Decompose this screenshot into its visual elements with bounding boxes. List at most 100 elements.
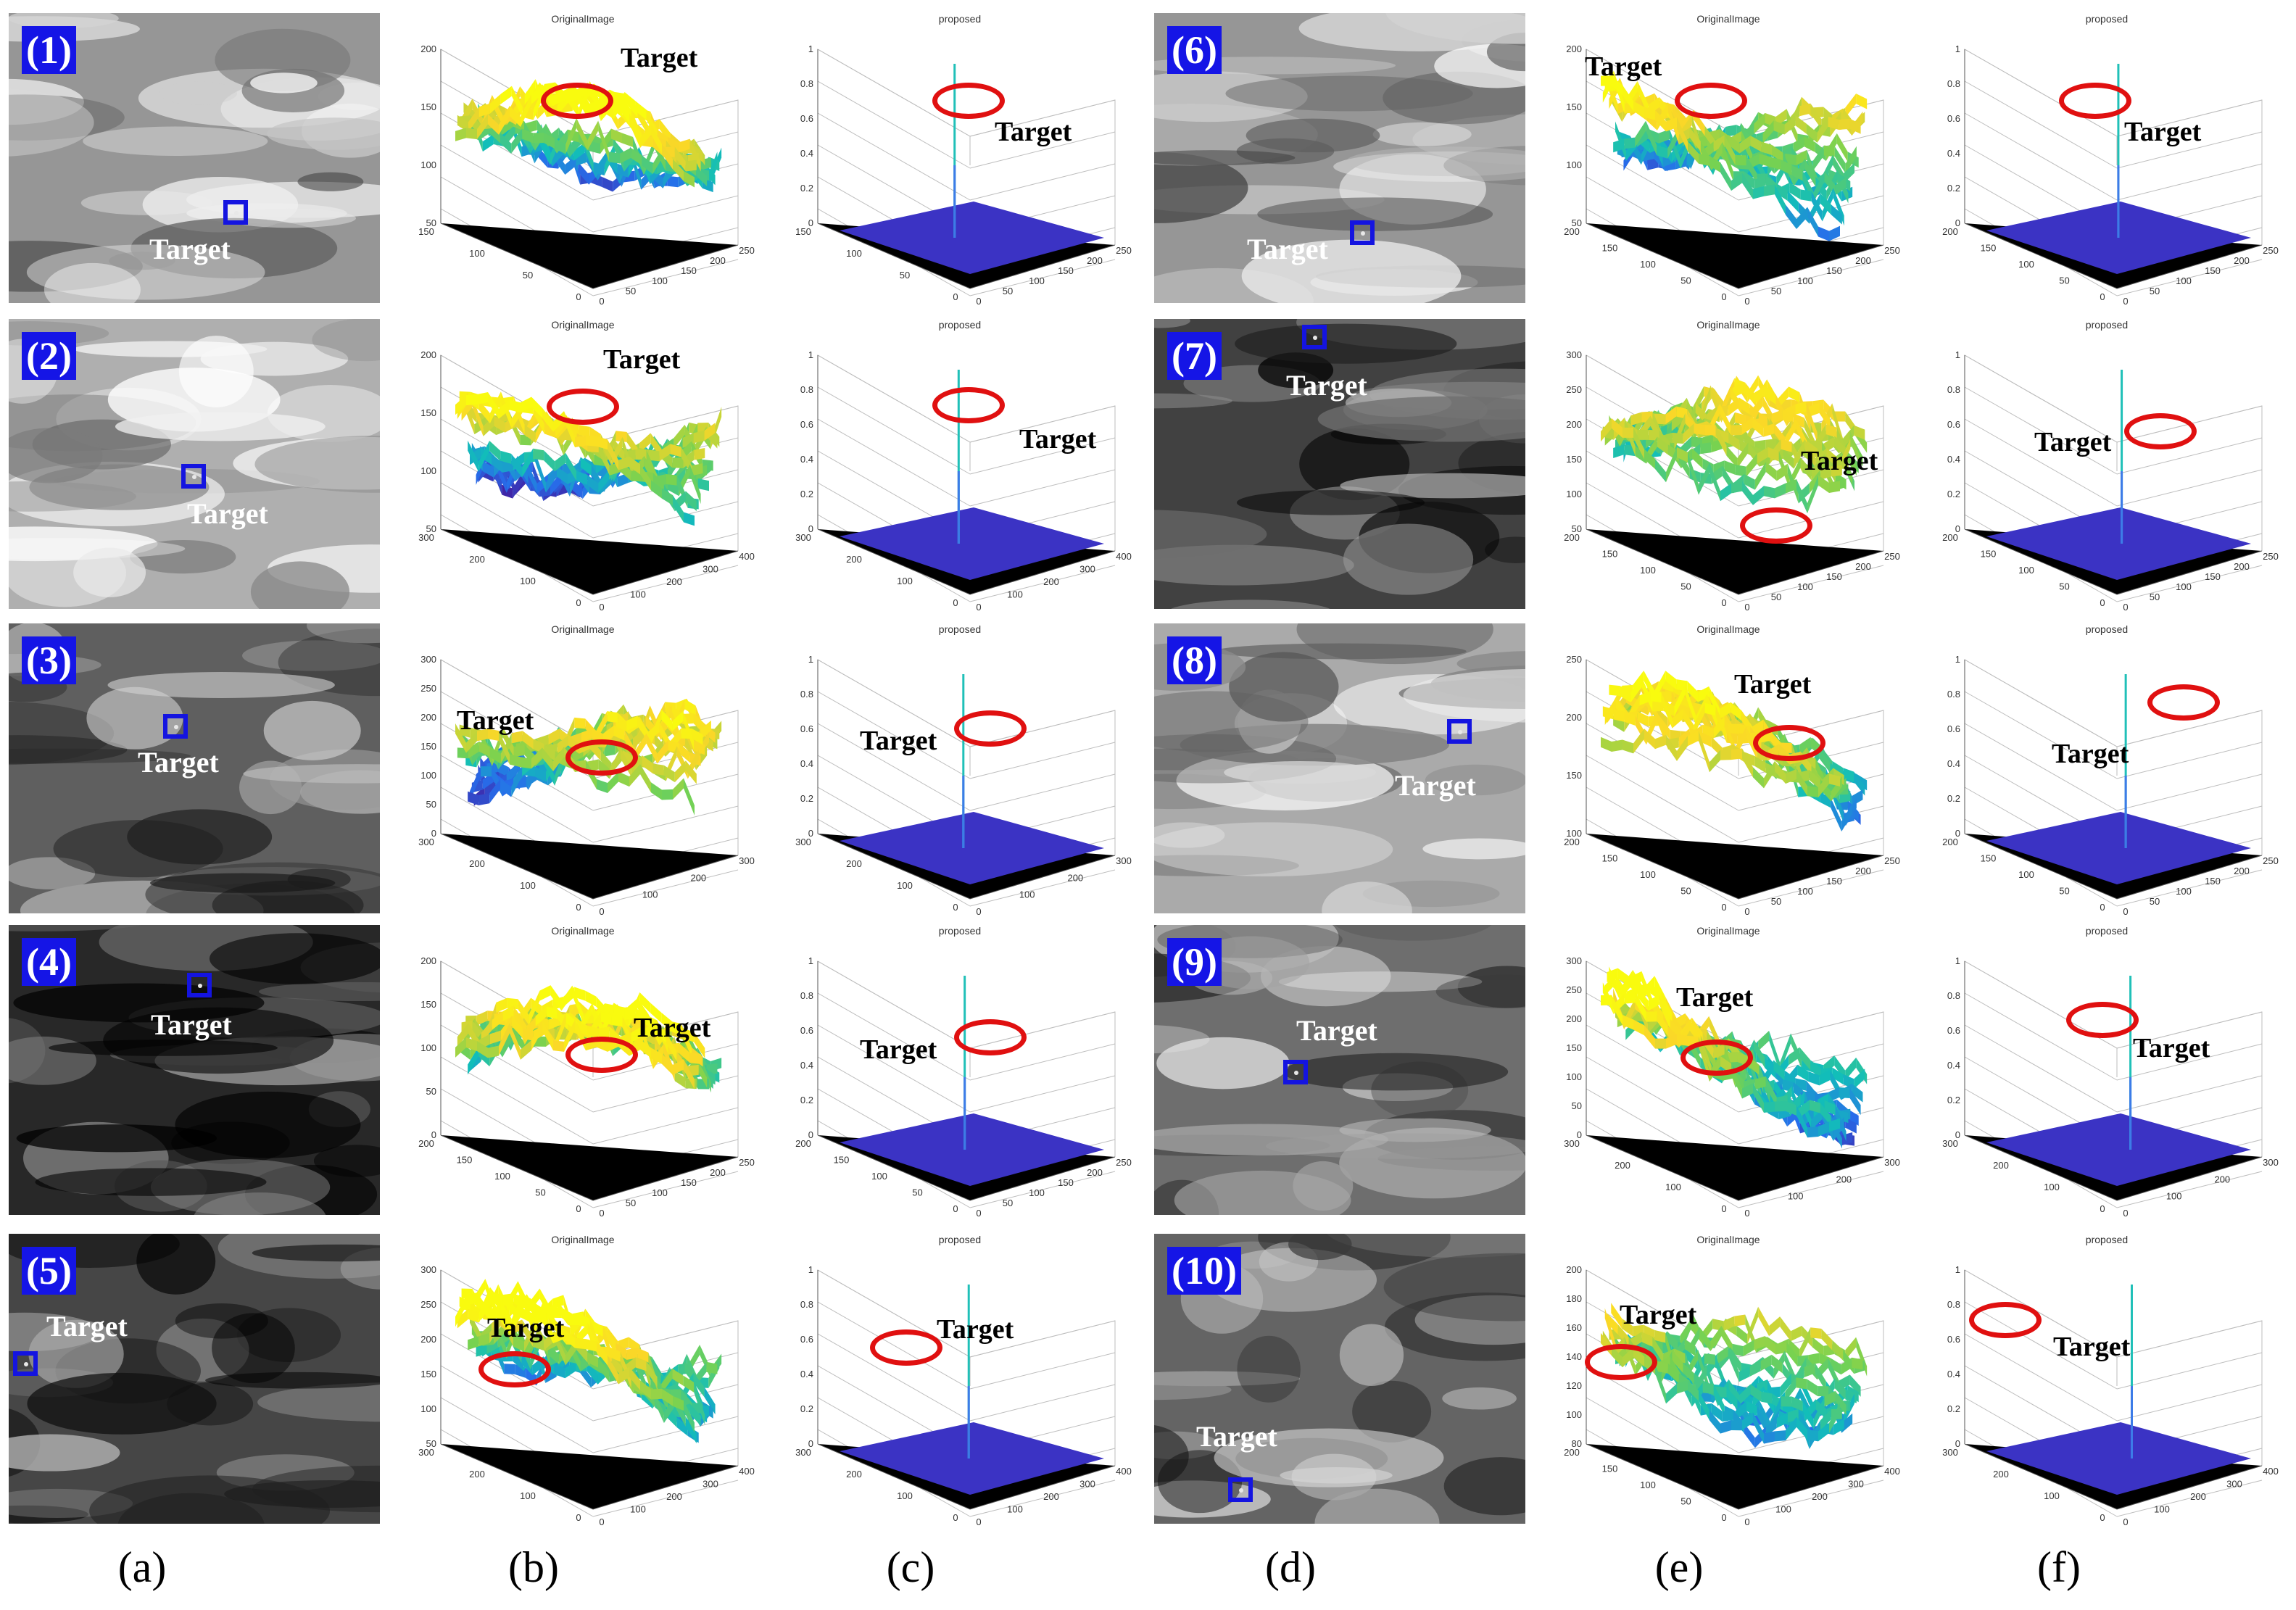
target-label: Target	[1734, 669, 1812, 700]
z-tick: 100	[1566, 1409, 1582, 1420]
y-tick: 0	[576, 597, 581, 608]
target-highlight-ring	[2147, 684, 2220, 721]
y-tick: 100	[520, 576, 536, 586]
z-tick: 0	[808, 1129, 813, 1140]
x-tick: 250	[1884, 551, 1900, 562]
y-tick: 0	[2100, 1512, 2105, 1523]
z-tick: 0.2	[800, 1095, 813, 1105]
target-highlight-ring	[932, 387, 1005, 423]
target-highlight-ring	[870, 1329, 942, 1366]
y-tick: 100	[1640, 565, 1656, 576]
target-label: Target	[46, 1310, 128, 1343]
y-tick: 0	[1721, 1512, 1726, 1523]
y-tick: 100	[846, 248, 862, 259]
z-tick: 0.8	[800, 990, 813, 1001]
y-tick: 50	[535, 1187, 545, 1198]
x-tick: 100	[1797, 886, 1813, 897]
plot-title: OriginalImage	[551, 623, 615, 635]
x-tick: 200	[1812, 1491, 1828, 1502]
x-tick: 300	[2226, 1479, 2242, 1490]
x-tick: 100	[630, 1504, 646, 1515]
target-marker-box	[1350, 220, 1375, 245]
z-tick: 0	[1955, 523, 1960, 534]
x-tick: 300	[1884, 1157, 1900, 1168]
infrared-scene	[9, 1234, 380, 1524]
x-tick: 0	[2123, 1208, 2128, 1219]
z-tick: 150	[1566, 1042, 1582, 1053]
y-tick: 150	[795, 226, 811, 237]
y-tick: 100	[897, 880, 913, 891]
z-tick: 0.6	[800, 419, 813, 430]
column-label: (a)	[117, 1543, 167, 1591]
target-highlight-ring	[541, 83, 613, 119]
x-tick: 100	[1775, 1504, 1791, 1515]
z-tick: 0.6	[1947, 1334, 1960, 1345]
x-tick: 200	[666, 1491, 682, 1502]
original-surface-plot-10: OriginalImage 200 180 160 140 120 100 80 200 150 1…	[1543, 1234, 1914, 1527]
target-label: Target	[937, 1314, 1014, 1345]
target-marker-box	[1302, 325, 1327, 349]
infrared-image-1: (1)	[9, 13, 380, 303]
y-tick: 0	[1721, 1203, 1726, 1214]
z-tick: 0	[1955, 1438, 1960, 1449]
z-tick: 150	[420, 741, 436, 752]
x-tick: 250	[739, 1157, 755, 1168]
target-highlight-ring	[932, 83, 1005, 119]
response-floor	[1986, 1422, 2251, 1495]
y-tick: 100	[897, 576, 913, 586]
z-tick: 0.2	[800, 793, 813, 804]
proposed-response-plot-5: proposed 1 0.8 0.6 0.4 0.2 0 300 200 100 0 0 100 200 3…	[774, 1234, 1145, 1527]
target-label: Target	[1296, 1014, 1377, 1047]
z-tick: 1	[1955, 955, 1960, 966]
z-tick: 150	[420, 407, 436, 418]
target-highlight-ring	[547, 389, 619, 425]
z-tick: 100	[420, 465, 436, 476]
y-tick: 0	[576, 291, 581, 302]
plot-title: proposed	[2085, 1234, 2129, 1245]
y-tick: 200	[795, 1138, 811, 1149]
y-tick: 0	[953, 1512, 958, 1523]
y-tick: 200	[1942, 837, 1958, 847]
x-tick: 300	[1079, 1479, 1095, 1490]
y-tick: 300	[1942, 1138, 1958, 1149]
infrared-image-5: (5)	[9, 1234, 380, 1524]
z-tick: 1	[808, 349, 813, 360]
x-tick: 100	[2166, 1191, 2182, 1202]
y-tick: 300	[795, 837, 811, 847]
z-tick: 50	[426, 217, 436, 228]
x-tick: 200	[1043, 1491, 1059, 1502]
y-tick: 150	[1602, 853, 1618, 864]
x-tick: 0	[599, 1208, 604, 1219]
original-surface-plot-7: OriginalImage 300 250 200 150 100 50 200 150 100 5…	[1543, 319, 1914, 613]
z-tick: 0.2	[1947, 793, 1960, 804]
y-tick: 150	[834, 1155, 850, 1166]
z-tick: 0.6	[1947, 113, 1960, 124]
z-tick: 0.6	[800, 1025, 813, 1036]
z-tick: 0.8	[800, 384, 813, 395]
y-tick: 0	[1721, 291, 1726, 302]
x-tick: 50	[626, 286, 636, 296]
row-number-badge: (3)	[22, 636, 76, 684]
y-tick: 150	[1981, 853, 1997, 864]
proposed-response-plot-7: proposed 1 0.8 0.6 0.4 0.2 0 200 150 100 50 0 0 50 100…	[1921, 319, 2292, 613]
infrared-image-4: (4)	[9, 925, 380, 1215]
x-tick: 0	[599, 602, 604, 613]
plot-title: OriginalImage	[1696, 623, 1760, 635]
target-label: Target	[995, 117, 1072, 147]
y-tick: 150	[418, 226, 434, 237]
x-tick: 100	[642, 889, 658, 900]
x-tick: 200	[2234, 866, 2250, 876]
z-tick: 0.4	[800, 148, 813, 159]
original-surface-plot-2: OriginalImage 200 150 100 50 300 200 100 0 0 100 20…	[397, 319, 768, 613]
target-label: Target	[187, 497, 268, 530]
z-tick: 0.6	[1947, 723, 1960, 734]
y-tick: 0	[2100, 1203, 2105, 1214]
row-number-badge: (4)	[22, 938, 76, 986]
